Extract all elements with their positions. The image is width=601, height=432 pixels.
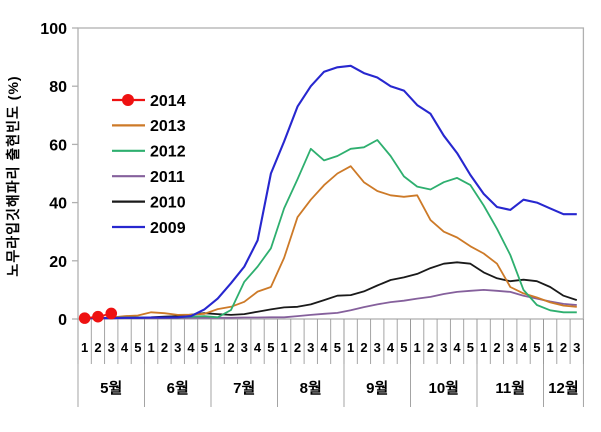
month-label: 8월 [300, 380, 322, 397]
week-label: 2 [94, 340, 101, 355]
legend-item-2012: 2012 [112, 144, 186, 161]
week-label: 3 [573, 340, 580, 355]
y-tick-label: 0 [58, 312, 67, 329]
week-label: 2 [427, 340, 434, 355]
week-label: 2 [360, 340, 367, 355]
week-label: 2 [493, 340, 500, 355]
week-label: 4 [387, 340, 395, 355]
week-label: 1 [347, 340, 354, 355]
week-label: 5 [400, 340, 407, 355]
legend-marker-2014 [122, 94, 134, 106]
week-label: 3 [108, 340, 115, 355]
week-label: 1 [281, 340, 288, 355]
week-label: 5 [134, 340, 141, 355]
month-label: 11월 [495, 380, 525, 397]
week-label: 4 [320, 340, 328, 355]
week-label: 4 [520, 340, 528, 355]
month-label: 5월 [100, 380, 122, 397]
week-label: 5 [201, 340, 208, 355]
legend-label-2009: 2009 [150, 220, 186, 237]
week-label: 4 [187, 340, 195, 355]
legend-item-2013: 2013 [112, 118, 186, 135]
week-label: 5 [467, 340, 474, 355]
week-label: 5 [334, 340, 341, 355]
week-label: 4 [254, 340, 262, 355]
month-label: 9월 [366, 380, 388, 397]
week-label: 4 [453, 340, 461, 355]
legend-label-2011: 2011 [150, 169, 185, 186]
week-label: 3 [307, 340, 314, 355]
legend-label-2012: 2012 [150, 144, 186, 161]
data-point-2014 [92, 310, 104, 323]
month-label: 7월 [233, 380, 255, 397]
month-label: 10월 [429, 380, 460, 397]
series-lines [78, 64, 578, 324]
legend-label-2010: 2010 [150, 194, 186, 211]
data-point-2014 [105, 307, 118, 320]
y-tick-label: 80 [49, 79, 67, 96]
week-label: 3 [507, 340, 514, 355]
legend-item-2010: 2010 [112, 194, 186, 211]
week-label: 3 [241, 340, 248, 355]
week-label: 2 [227, 340, 234, 355]
legend-item-2009: 2009 [112, 220, 186, 237]
series-line-2009 [84, 64, 577, 320]
week-label: 4 [121, 340, 129, 355]
x-axis: 1 2 3 4 5 1 2 3 4 5 1 2 3 4 5 1 2 3 4 5 1 2 3 4 5 1 2 3 4 5 1 2 3 4 5 1 2 35월… [77, 319, 584, 407]
week-label: 2 [560, 340, 567, 355]
data-point-2014 [78, 312, 91, 324]
week-label: 2 [161, 340, 168, 355]
legend-label-2014: 2014 [150, 93, 186, 110]
week-label: 1 [148, 340, 155, 355]
legend: 2014 2013 2012 2011 2010 2009 [112, 93, 186, 237]
y-tick-label: 40 [49, 196, 67, 213]
y-tick-label: 20 [49, 254, 67, 271]
y-axis-ticks: 0 20 40 60 80 100 [40, 21, 78, 329]
series-line-2013 [84, 165, 577, 319]
series-line-2011 [84, 288, 577, 320]
legend-label-2013: 2013 [150, 118, 186, 135]
month-label: 6월 [167, 380, 189, 397]
week-label: 5 [533, 340, 540, 355]
y-axis-title: 노무라입깃해파리 출현빈도 (%) [5, 75, 21, 276]
week-label: 1 [414, 340, 421, 355]
week-label: 1 [480, 340, 487, 355]
y-tick-label: 100 [40, 21, 67, 38]
month-label: 12월 [548, 380, 579, 397]
legend-item-2011: 2011 [112, 169, 185, 186]
week-label: 5 [267, 340, 274, 355]
week-label: 2 [294, 340, 301, 355]
week-label: 1 [547, 340, 554, 355]
legend-item-2014: 2014 [112, 93, 186, 110]
week-label: 3 [440, 340, 447, 355]
y-tick-label: 60 [49, 137, 67, 154]
week-label: 3 [174, 340, 181, 355]
week-label: 1 [81, 340, 88, 355]
week-label: 1 [214, 340, 221, 355]
week-label: 3 [374, 340, 381, 355]
series-line-2010 [84, 261, 578, 320]
